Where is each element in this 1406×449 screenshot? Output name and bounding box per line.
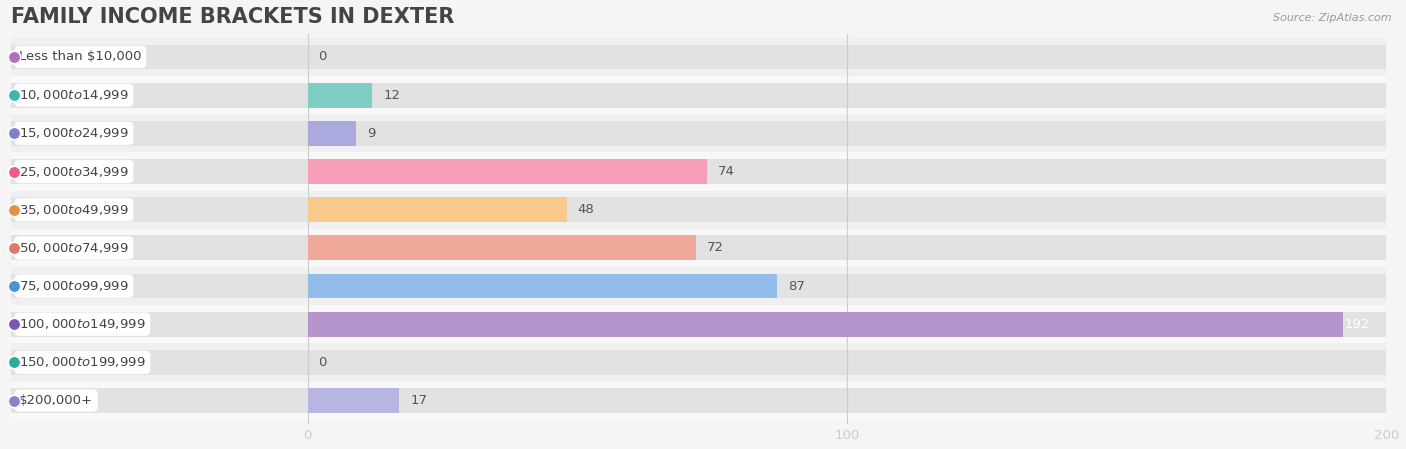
Bar bbox=[11, 312, 1386, 337]
Bar bbox=[11, 121, 1386, 146]
Text: Less than $10,000: Less than $10,000 bbox=[20, 50, 142, 63]
Bar bbox=[308, 273, 778, 299]
Text: $150,000 to $199,999: $150,000 to $199,999 bbox=[20, 356, 146, 370]
Bar bbox=[11, 273, 1386, 299]
Bar bbox=[11, 38, 1386, 76]
Bar bbox=[11, 235, 1386, 260]
Text: $35,000 to $49,999: $35,000 to $49,999 bbox=[20, 202, 129, 217]
Text: 48: 48 bbox=[578, 203, 595, 216]
Bar bbox=[11, 388, 1386, 413]
Text: 72: 72 bbox=[707, 242, 724, 255]
Text: 87: 87 bbox=[787, 280, 804, 293]
Bar bbox=[11, 83, 1386, 108]
Text: FAMILY INCOME BRACKETS IN DEXTER: FAMILY INCOME BRACKETS IN DEXTER bbox=[11, 7, 454, 27]
Text: 0: 0 bbox=[319, 50, 326, 63]
Text: 0: 0 bbox=[319, 356, 326, 369]
Bar bbox=[308, 388, 399, 413]
Text: $25,000 to $34,999: $25,000 to $34,999 bbox=[20, 164, 129, 179]
Bar bbox=[308, 83, 373, 108]
Bar bbox=[11, 197, 1386, 222]
Text: $50,000 to $74,999: $50,000 to $74,999 bbox=[20, 241, 129, 255]
Bar bbox=[11, 152, 1386, 190]
Bar bbox=[11, 76, 1386, 114]
Bar bbox=[308, 197, 567, 222]
Bar bbox=[11, 159, 1386, 184]
Text: 12: 12 bbox=[384, 88, 401, 101]
Bar bbox=[11, 305, 1386, 343]
Text: 74: 74 bbox=[717, 165, 734, 178]
Bar bbox=[11, 229, 1386, 267]
Bar bbox=[308, 121, 356, 146]
Text: $100,000 to $149,999: $100,000 to $149,999 bbox=[20, 317, 146, 331]
Text: $200,000+: $200,000+ bbox=[20, 394, 93, 407]
Bar bbox=[11, 190, 1386, 229]
Text: $75,000 to $99,999: $75,000 to $99,999 bbox=[20, 279, 129, 293]
Bar bbox=[11, 267, 1386, 305]
Bar bbox=[11, 350, 1386, 375]
Bar bbox=[308, 235, 696, 260]
Bar bbox=[11, 44, 1386, 70]
Text: Source: ZipAtlas.com: Source: ZipAtlas.com bbox=[1274, 13, 1392, 23]
Text: 192: 192 bbox=[1346, 318, 1371, 331]
Bar bbox=[11, 343, 1386, 382]
Text: 9: 9 bbox=[367, 127, 375, 140]
Text: $15,000 to $24,999: $15,000 to $24,999 bbox=[20, 126, 129, 141]
Bar bbox=[11, 382, 1386, 420]
Text: $10,000 to $14,999: $10,000 to $14,999 bbox=[20, 88, 129, 102]
Text: 17: 17 bbox=[411, 394, 427, 407]
Bar bbox=[308, 312, 1343, 337]
Bar bbox=[11, 114, 1386, 152]
Bar bbox=[308, 159, 707, 184]
